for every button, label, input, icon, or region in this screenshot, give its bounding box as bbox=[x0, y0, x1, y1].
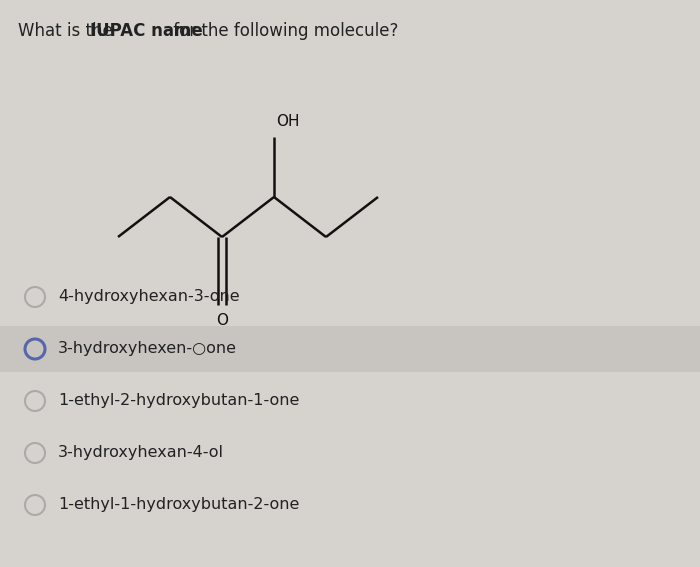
Text: 3-hydroxyhexen-○one: 3-hydroxyhexen-○one bbox=[58, 341, 237, 357]
Text: What is the: What is the bbox=[18, 22, 118, 40]
Bar bbox=[0, 378, 700, 424]
Text: IUPAC name: IUPAC name bbox=[90, 22, 203, 40]
Text: 4-hydroxyhexan-3-one: 4-hydroxyhexan-3-one bbox=[58, 290, 239, 304]
Text: OH: OH bbox=[276, 114, 300, 129]
Text: 1-ethyl-2-hydroxybutan-1-one: 1-ethyl-2-hydroxybutan-1-one bbox=[58, 393, 300, 408]
Bar bbox=[0, 274, 700, 320]
Bar bbox=[0, 430, 700, 476]
Text: 1-ethyl-1-hydroxybutan-2-one: 1-ethyl-1-hydroxybutan-2-one bbox=[58, 497, 300, 513]
Bar bbox=[0, 482, 700, 528]
Text: O: O bbox=[216, 313, 228, 328]
Text: 3-hydroxyhexan-4-ol: 3-hydroxyhexan-4-ol bbox=[58, 446, 224, 460]
Bar bbox=[0, 326, 700, 372]
Text: for the following molecule?: for the following molecule? bbox=[168, 22, 398, 40]
